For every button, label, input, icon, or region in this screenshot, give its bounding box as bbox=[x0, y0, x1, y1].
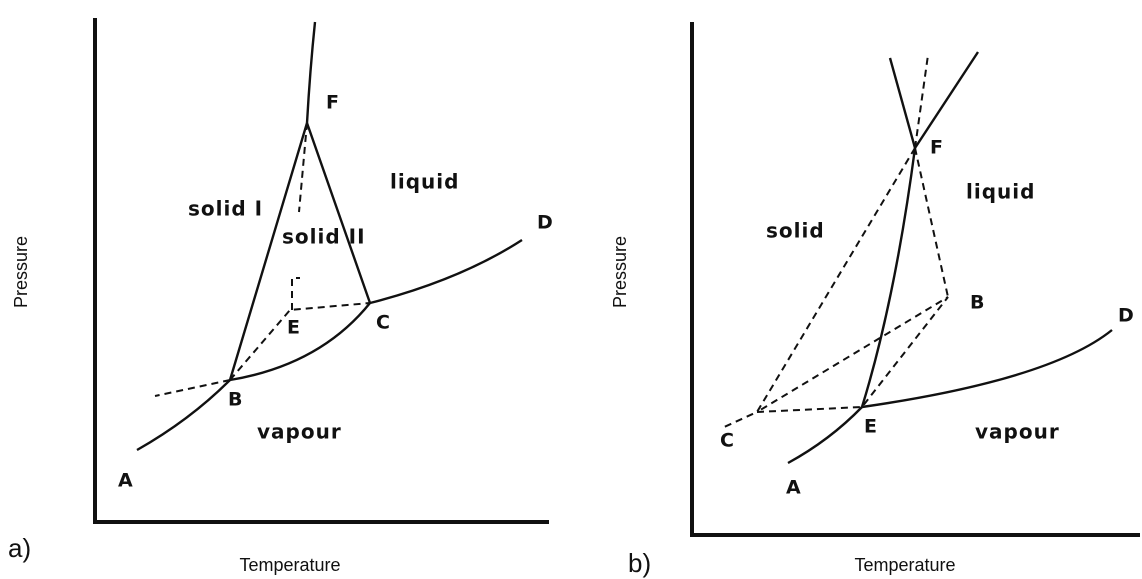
dashed-curve bbox=[154, 379, 231, 397]
point-label: F bbox=[930, 137, 943, 159]
dashed-curve bbox=[291, 277, 300, 310]
curve bbox=[305, 122, 372, 304]
curve bbox=[861, 329, 1113, 409]
point-label: D bbox=[537, 212, 553, 234]
curve bbox=[228, 122, 309, 381]
region-label: solid I bbox=[188, 197, 263, 221]
curve bbox=[229, 302, 371, 382]
y-axis-label: Pressure bbox=[610, 236, 630, 308]
region-label: liquid bbox=[390, 170, 459, 194]
point-label: C bbox=[720, 430, 734, 452]
panel-label: a) bbox=[8, 533, 31, 563]
dashed-curve bbox=[721, 147, 916, 429]
point-label: B bbox=[228, 389, 242, 411]
region-label: vapour bbox=[257, 420, 342, 444]
point-label: C bbox=[376, 312, 390, 334]
curve bbox=[136, 379, 231, 452]
curve bbox=[888, 57, 917, 149]
dashed-curve bbox=[229, 302, 371, 381]
point-label: F bbox=[326, 92, 339, 114]
y-axis-label: Pressure bbox=[11, 236, 31, 308]
point-label: A bbox=[786, 477, 801, 499]
dashed-curve bbox=[298, 122, 308, 213]
curve bbox=[369, 238, 523, 305]
point-label: B bbox=[970, 292, 984, 314]
dashed-curve bbox=[914, 54, 929, 149]
x-axis-label: Temperature bbox=[854, 555, 955, 575]
panel-b: F B D C E A liquid solid vapour Pressure… bbox=[610, 22, 1140, 578]
x-axis-label: Temperature bbox=[239, 555, 340, 575]
point-label: E bbox=[287, 317, 300, 339]
point-label: E bbox=[864, 416, 877, 438]
dashed-curve bbox=[914, 147, 949, 298]
curve bbox=[787, 406, 863, 465]
dashed-curve bbox=[756, 296, 949, 413]
panel-a: F D E C B A liquid solid I solid II vapo… bbox=[8, 18, 553, 575]
region-label: liquid bbox=[966, 180, 1035, 204]
region-label: solid bbox=[766, 219, 825, 243]
curve bbox=[305, 21, 317, 124]
region-label: solid II bbox=[282, 225, 366, 249]
region-label: vapour bbox=[975, 420, 1060, 444]
curve bbox=[913, 51, 980, 149]
panel-label: b) bbox=[628, 548, 651, 578]
curve bbox=[860, 147, 917, 408]
point-label: D bbox=[1118, 305, 1134, 327]
point-label: A bbox=[118, 470, 133, 492]
